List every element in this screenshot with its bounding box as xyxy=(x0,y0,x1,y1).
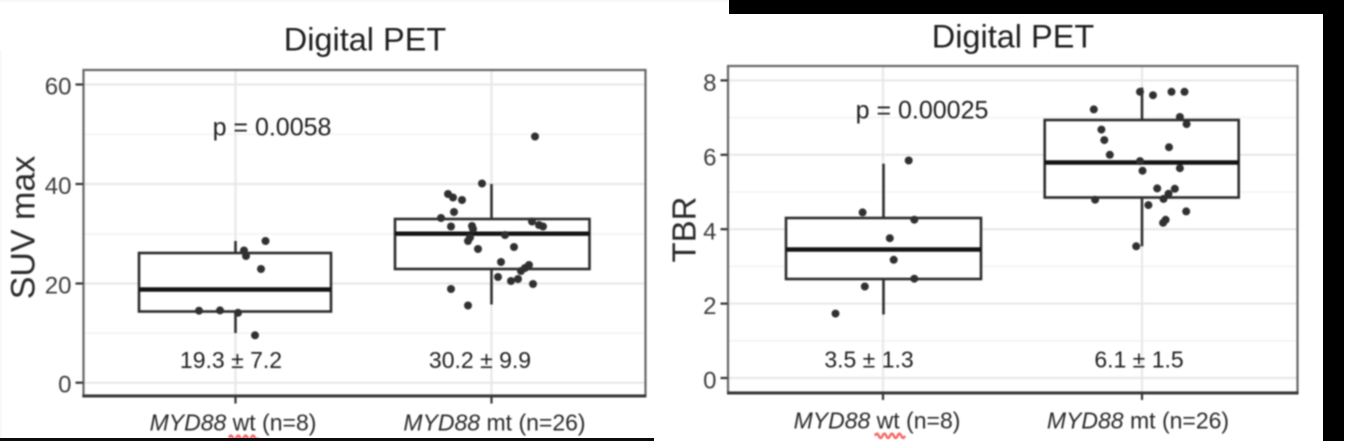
svg-text:TBR: TBR xyxy=(666,197,703,263)
svg-text:2: 2 xyxy=(703,293,716,320)
svg-text:19.3 ± 7.2: 19.3 ± 7.2 xyxy=(180,347,282,373)
svg-text:Digital PET: Digital PET xyxy=(932,19,1095,55)
svg-text:MYD88 mt (n=26): MYD88 mt (n=26) xyxy=(403,410,585,436)
svg-text:4: 4 xyxy=(703,219,716,246)
svg-text:MYD88 wt (n=8): MYD88 wt (n=8) xyxy=(150,410,317,436)
svg-text:30.2 ± 9.9: 30.2 ± 9.9 xyxy=(429,347,531,373)
svg-text:0: 0 xyxy=(703,368,716,395)
svg-text:0: 0 xyxy=(58,372,71,399)
svg-text:SUV max: SUV max xyxy=(5,156,43,300)
svg-text:6.1 ± 1.5: 6.1 ± 1.5 xyxy=(1094,347,1183,373)
svg-text:p = 0.0058: p = 0.0058 xyxy=(213,114,332,142)
svg-text:MYD88 wt (n=8): MYD88 wt (n=8) xyxy=(794,408,961,434)
svg-text:8: 8 xyxy=(703,70,716,97)
svg-text:6: 6 xyxy=(703,144,716,171)
svg-text:p = 0.00025: p = 0.00025 xyxy=(856,97,989,125)
svg-text:20: 20 xyxy=(45,273,72,300)
svg-text:3.5 ± 1.3: 3.5 ± 1.3 xyxy=(824,347,913,373)
svg-text:MYD88 mt (n=26): MYD88 mt (n=26) xyxy=(1047,408,1229,434)
svg-text:Digital PET: Digital PET xyxy=(284,22,447,58)
svg-text:60: 60 xyxy=(45,74,72,101)
svg-text:40: 40 xyxy=(45,173,72,200)
